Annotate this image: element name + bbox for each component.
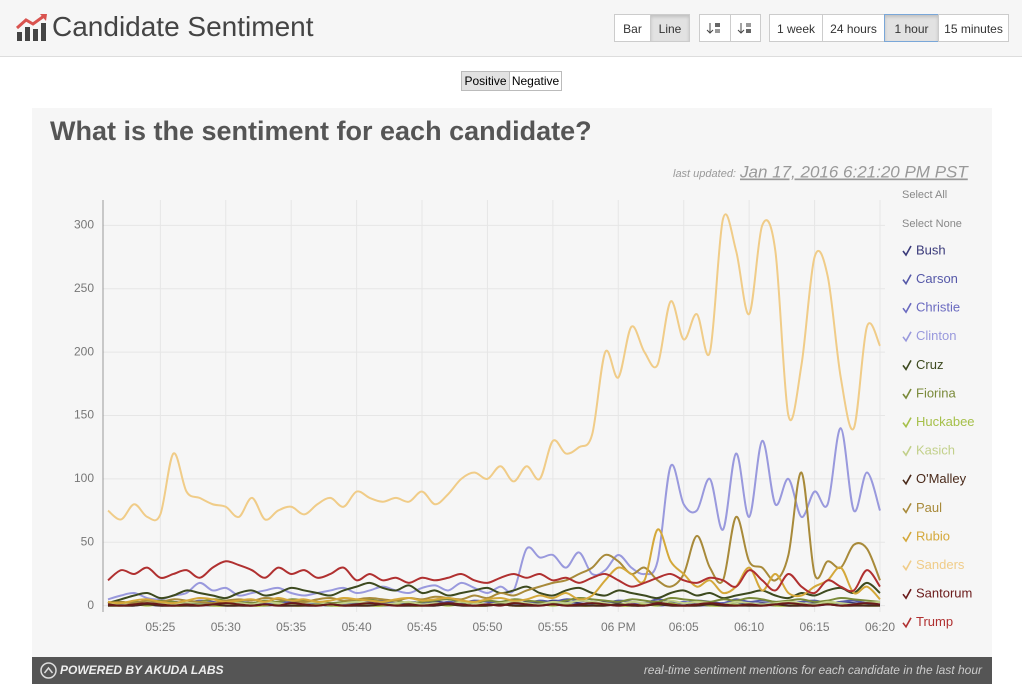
legend-check — [902, 474, 912, 486]
series-line — [107, 427, 881, 601]
series-line — [107, 560, 881, 595]
legend-label: Santorum — [916, 586, 972, 601]
y-tick-label: 100 — [74, 471, 94, 485]
x-tick-label: 05:45 — [407, 620, 437, 634]
legend-check — [902, 360, 912, 371]
legend-check — [902, 331, 912, 343]
legend-check — [902, 388, 912, 400]
legend-check — [902, 274, 912, 286]
line-button[interactable]: Line — [650, 14, 690, 42]
y-tick-label: 200 — [74, 344, 94, 358]
chart-title: What is the sentiment for each candidate… — [50, 116, 592, 146]
legend-check — [902, 417, 912, 429]
x-tick-label: 05:40 — [342, 620, 372, 634]
sort-icon — [706, 23, 720, 34]
powered-by: POWERED BY AKUDA LABS — [60, 663, 224, 677]
last-updated: Jan 17, 2016 6:21:20 PM PST — [739, 162, 969, 181]
series-line — [107, 471, 881, 605]
x-tick-label: 05:30 — [211, 620, 241, 634]
sort-desc-button[interactable] — [699, 14, 731, 42]
series-line — [107, 528, 881, 605]
legend-label: Christie — [916, 300, 960, 315]
legend-label: Cruz — [916, 357, 943, 372]
series-line — [107, 581, 881, 605]
legend-check — [902, 302, 912, 314]
chart: What is the sentiment for each candidate… — [32, 108, 992, 657]
x-tick-label: 06 PM — [601, 620, 636, 634]
x-tick-label: 06:15 — [800, 620, 830, 634]
legend-label: Carson — [916, 271, 958, 286]
legend-label: O'Malley — [916, 471, 967, 486]
range-button[interactable]: 24 hours — [822, 14, 885, 42]
header: Candidate Sentiment Bar Line 1 week 24 h… — [0, 0, 1022, 57]
app-title: Candidate Sentiment — [52, 11, 314, 42]
x-tick-label: 05:35 — [276, 620, 306, 634]
legend-label: Kasich — [916, 443, 955, 458]
legend-label: Sanders — [916, 557, 965, 572]
positive-toggle[interactable]: Positive — [461, 71, 510, 91]
legend-check — [902, 503, 912, 514]
akuda-logo — [40, 662, 57, 679]
bar-button[interactable]: Bar — [614, 14, 651, 42]
legend-check — [902, 445, 912, 457]
tagline: real-time sentiment mentions for each ca… — [643, 663, 982, 677]
x-tick-label: 05:50 — [472, 620, 502, 634]
legend-check — [902, 245, 912, 257]
series-line — [107, 213, 881, 522]
range-button[interactable]: 15 minutes — [938, 14, 1009, 42]
legend-label: Clinton — [916, 328, 956, 343]
legend-label: Rubio — [916, 528, 950, 543]
legend-label: Huckabee — [916, 414, 975, 429]
y-tick-label: 50 — [81, 534, 95, 548]
legend-label: Bush — [916, 242, 946, 257]
legend-label: Trump — [916, 614, 953, 629]
x-tick-label: 05:25 — [145, 620, 175, 634]
range-button[interactable]: 1 week — [769, 14, 823, 42]
y-tick-label: 300 — [74, 218, 94, 232]
legend-check — [902, 560, 912, 572]
legend-label: Paul — [916, 500, 942, 515]
y-tick-label: 250 — [74, 281, 94, 295]
sort-icon — [737, 23, 751, 34]
x-tick-label: 05:55 — [538, 620, 568, 634]
negative-toggle[interactable]: Negative — [509, 71, 562, 91]
legend-check — [902, 588, 912, 600]
footer: POWERED BY AKUDA LABS real-time sentimen… — [32, 657, 992, 684]
y-tick-label: 150 — [74, 408, 94, 422]
select-all[interactable]: Select All — [902, 189, 947, 201]
select-none[interactable]: Select None — [902, 218, 962, 230]
x-tick-label: 06:05 — [669, 620, 699, 634]
logo — [16, 14, 47, 41]
y-tick-label: 0 — [87, 598, 94, 612]
range-button[interactable]: 1 hour — [884, 14, 939, 42]
x-tick-label: 06:20 — [865, 620, 895, 634]
legend-check — [902, 531, 912, 543]
series-line — [107, 599, 881, 606]
x-tick-label: 06:10 — [734, 620, 764, 634]
series-line — [107, 602, 881, 607]
series-line — [107, 596, 881, 606]
last-updated-label: last updated: — [673, 168, 736, 180]
legend-label: Fiorina — [916, 385, 957, 400]
sort-asc-button[interactable] — [730, 14, 761, 42]
legend-check — [902, 617, 912, 629]
card-background — [32, 108, 992, 657]
